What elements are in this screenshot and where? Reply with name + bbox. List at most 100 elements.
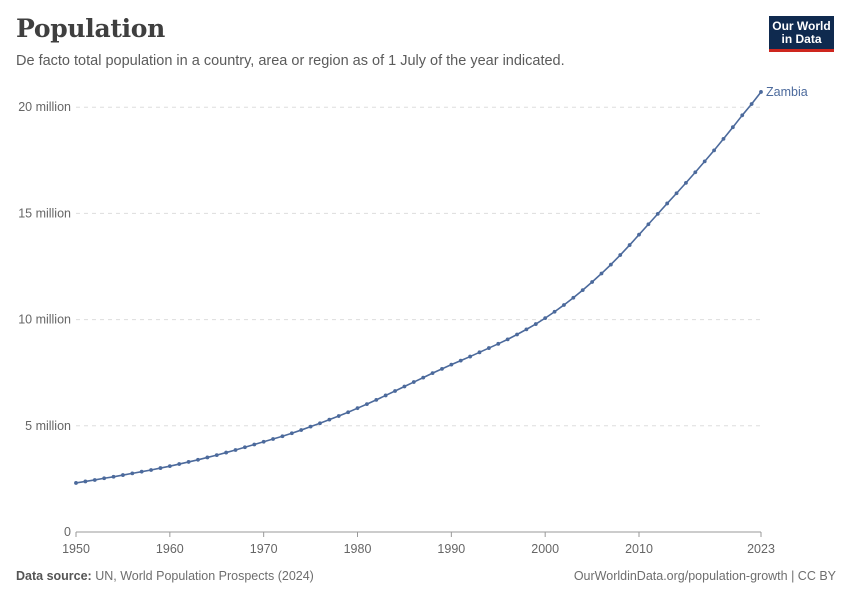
data-point[interactable]	[130, 471, 135, 476]
data-point[interactable]	[327, 417, 332, 422]
x-tick-label: 1990	[437, 542, 465, 556]
data-point[interactable]	[252, 442, 257, 447]
data-point[interactable]	[440, 366, 444, 371]
data-point[interactable]	[627, 243, 632, 247]
data-point[interactable]	[580, 288, 585, 292]
data-point[interactable]	[177, 462, 182, 466]
data-point[interactable]	[646, 222, 651, 227]
data-point[interactable]	[243, 445, 247, 450]
data-point[interactable]	[759, 90, 763, 94]
data-point[interactable]	[674, 191, 679, 196]
data-point[interactable]	[374, 397, 379, 402]
data-point[interactable]	[608, 262, 613, 267]
data-point[interactable]	[149, 468, 153, 472]
data-source-text: UN, World Population Prospects (2024)	[95, 569, 314, 583]
data-source-label: Data source:	[16, 569, 92, 583]
data-point[interactable]	[167, 464, 172, 469]
data-point[interactable]	[364, 402, 369, 407]
x-tick-label: 2010	[625, 542, 653, 556]
y-tick-label: 0	[64, 525, 71, 539]
data-point[interactable]	[421, 375, 426, 380]
footer-link[interactable]: OurWorldinData.org/population-growth | C…	[573, 569, 836, 583]
data-point[interactable]	[355, 406, 360, 411]
data-point[interactable]	[196, 457, 200, 462]
data-point[interactable]	[92, 478, 97, 482]
data-point[interactable]	[299, 428, 304, 432]
x-tick-label: 2023	[747, 542, 775, 556]
data-point[interactable]	[308, 424, 313, 429]
data-point[interactable]	[214, 453, 219, 458]
y-axis-tick-labels: 0 5 million 10 million 15 million 20 million	[18, 100, 71, 539]
data-point[interactable]	[74, 481, 78, 485]
logo-line-2: in Data	[781, 31, 822, 46]
x-tick-label: 1980	[344, 542, 372, 556]
data-point[interactable]	[684, 180, 688, 185]
data-point[interactable]	[740, 113, 745, 118]
data-point[interactable]	[505, 337, 510, 342]
x-tick-label: 1970	[250, 542, 278, 556]
data-point[interactable]	[637, 232, 641, 237]
data-point[interactable]	[224, 450, 229, 455]
data-point[interactable]	[139, 469, 144, 474]
data-point[interactable]	[336, 414, 341, 418]
data-point[interactable]	[562, 303, 566, 307]
data-point[interactable]	[552, 309, 557, 314]
y-tick-label: 5 million	[25, 419, 71, 433]
data-point[interactable]	[496, 341, 501, 346]
y-tick-label: 15 million	[18, 206, 71, 220]
data-point[interactable]	[289, 431, 294, 436]
x-axis-tick-labels: 1950 1960 1970 1980 1990 2000 2010 2023	[62, 542, 775, 556]
data-point[interactable]	[477, 350, 482, 355]
data-point[interactable]	[318, 421, 322, 426]
data-point[interactable]	[261, 439, 266, 444]
data-point[interactable]	[599, 271, 604, 276]
y-tick-label: 20 million	[18, 100, 71, 114]
data-point[interactable]	[233, 448, 238, 452]
data-source: Data source: UN, World Population Prospe…	[16, 569, 314, 583]
data-point[interactable]	[571, 295, 576, 300]
x-tick-label: 2000	[531, 542, 559, 556]
data-point[interactable]	[702, 159, 707, 164]
data-point[interactable]	[468, 354, 473, 359]
series-label: Zambia	[766, 85, 808, 99]
x-axis	[75, 531, 762, 537]
data-point[interactable]	[393, 389, 397, 393]
data-point[interactable]	[411, 380, 416, 384]
data-point[interactable]	[749, 102, 754, 106]
data-point[interactable]	[271, 437, 275, 441]
data-point[interactable]	[402, 384, 407, 389]
grid-lines	[76, 106, 761, 427]
data-point[interactable]	[486, 346, 491, 350]
data-point[interactable]	[618, 253, 623, 257]
data-point[interactable]	[533, 322, 538, 326]
data-point[interactable]	[121, 473, 125, 477]
data-point[interactable]	[590, 280, 594, 284]
series-zambia: Zambia	[74, 85, 808, 485]
data-point[interactable]	[515, 332, 519, 337]
data-point[interactable]	[205, 455, 210, 460]
data-point[interactable]	[655, 211, 660, 216]
data-point[interactable]	[665, 201, 670, 206]
data-point[interactable]	[693, 170, 698, 175]
data-point[interactable]	[543, 316, 548, 321]
logo-line-1: Our World	[772, 18, 831, 33]
data-point[interactable]	[83, 479, 88, 484]
data-point[interactable]	[430, 371, 435, 376]
data-point[interactable]	[186, 460, 191, 464]
data-point[interactable]	[449, 362, 454, 367]
data-point[interactable]	[102, 476, 107, 481]
owid-logo[interactable]: Our World in Data	[769, 16, 834, 52]
data-point[interactable]	[111, 474, 116, 479]
data-point[interactable]	[458, 358, 463, 363]
data-point[interactable]	[712, 148, 716, 153]
data-point[interactable]	[346, 410, 351, 415]
y-tick-label: 10 million	[18, 313, 71, 327]
data-point[interactable]	[383, 393, 388, 398]
data-point[interactable]	[730, 125, 735, 130]
series-line[interactable]	[75, 91, 762, 484]
data-point[interactable]	[524, 327, 529, 332]
data-point[interactable]	[158, 466, 163, 470]
data-point[interactable]	[721, 136, 726, 141]
data-point[interactable]	[280, 434, 285, 439]
